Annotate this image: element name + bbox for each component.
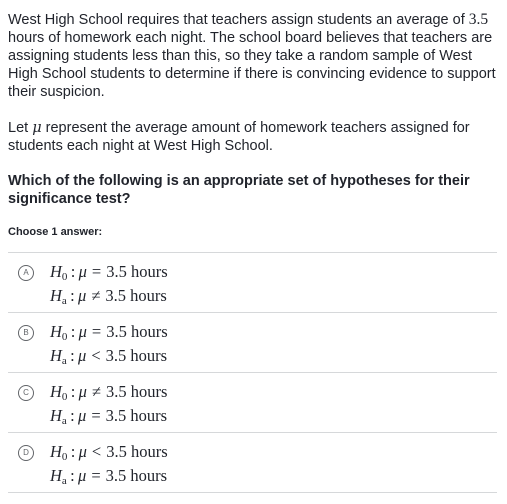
divider [8,432,497,433]
hypothesis-symbol: H [50,322,62,341]
statement-text: West High School requires that teachers … [8,12,469,28]
hypothesis-value: 3.5 hours [106,262,168,281]
relation-symbol: ≠ [91,286,101,305]
hypothesis-value: 3.5 hours [105,346,168,365]
hypothesis-subscript: a [61,415,67,427]
hypothesis-subscript: 0 [61,451,68,463]
choice-letter-radio[interactable]: B [18,325,34,341]
hypothesis-subscript: a [61,295,67,307]
answer-choice-a[interactable]: A H0 : μ = 3.5 hours Ha : μ ≠ 3.5 hours [8,254,497,312]
divider [8,492,497,493]
hypothesis-value: 3.5 hours [106,322,168,341]
choice-letter-radio[interactable]: C [18,385,34,401]
definition-text-continued: represent the average amount of homework… [8,120,470,154]
mu-symbol: μ [78,406,87,425]
hypothesis-symbol: H [50,346,62,365]
mu-symbol: μ [78,442,87,461]
relation-symbol: = [91,262,102,281]
relation-symbol: < [91,346,101,365]
hypothesis-symbol: H [50,382,62,401]
mu-symbol: μ [78,322,87,341]
alternative-hypothesis: Ha : μ <3.5 hours [50,346,168,367]
relation-symbol: ≠ [91,382,101,401]
mu-symbol: μ [78,346,87,365]
variable-definition: Let μ represent the average amount of ho… [8,119,500,155]
hypothesis-symbol: H [50,442,62,461]
hypothesis-value: 3.5 hours [105,466,168,485]
hypothesis-value: 3.5 hours [105,286,167,305]
null-hypothesis: H0 : μ = 3.5 hours [50,322,168,343]
answer-choice-c[interactable]: C H0 : μ ≠ 3.5 hours Ha : μ = 3.5 hours [8,374,497,432]
hypothesis-subscript: 0 [61,331,68,343]
mu-symbol: μ [78,286,87,305]
hypothesis-subscript: a [61,355,67,367]
mu-symbol: μ [78,262,87,281]
choice-letter-radio[interactable]: A [18,265,34,281]
divider [8,372,497,373]
null-hypothesis: H0 : μ = 3.5 hours [50,262,168,283]
alternative-hypothesis: Ha : μ ≠ 3.5 hours [50,286,167,307]
definition-text: Let [8,120,33,136]
choose-label: Choose 1 answer: [8,226,103,238]
answer-choice-b[interactable]: B H0 : μ = 3.5 hours Ha : μ <3.5 hours [8,314,497,372]
relation-symbol: < [91,442,102,461]
hypothesis-subscript: a [61,475,67,487]
problem-statement: West High School requires that teachers … [8,11,500,101]
null-hypothesis: H0 : μ ≠ 3.5 hours [50,382,168,403]
choice-letter-radio[interactable]: D [18,445,34,461]
hypothesis-symbol: H [50,406,62,425]
hypothesis-symbol: H [50,286,62,305]
statement-text-continued: hours of homework each night. The school… [8,30,496,100]
relation-symbol: = [91,406,101,425]
alternative-hypothesis: Ha : μ = 3.5 hours [50,406,168,427]
hypothesis-value: 3.5 hours [106,442,168,461]
question-text: Which of the following is an appropriate… [8,173,470,207]
required-hours-value: 3.5 [468,11,489,28]
relation-symbol: = [91,466,101,485]
hypothesis-symbol: H [50,262,62,281]
hypothesis-subscript: 0 [61,391,68,403]
mu-symbol: μ [78,466,87,485]
divider [8,252,497,253]
divider [8,312,497,313]
hypothesis-value: 3.5 hours [105,406,168,425]
hypothesis-subscript: 0 [61,271,68,283]
answer-choice-d[interactable]: D H0 : μ <3.5 hours Ha : μ = 3.5 hours [8,434,497,492]
hypothesis-value: 3.5 hours [105,382,168,401]
relation-symbol: = [91,322,102,341]
null-hypothesis: H0 : μ <3.5 hours [50,442,168,463]
hypothesis-symbol: H [50,466,62,485]
mu-symbol: μ [32,120,42,136]
mu-symbol: μ [78,382,87,401]
alternative-hypothesis: Ha : μ = 3.5 hours [50,466,168,487]
